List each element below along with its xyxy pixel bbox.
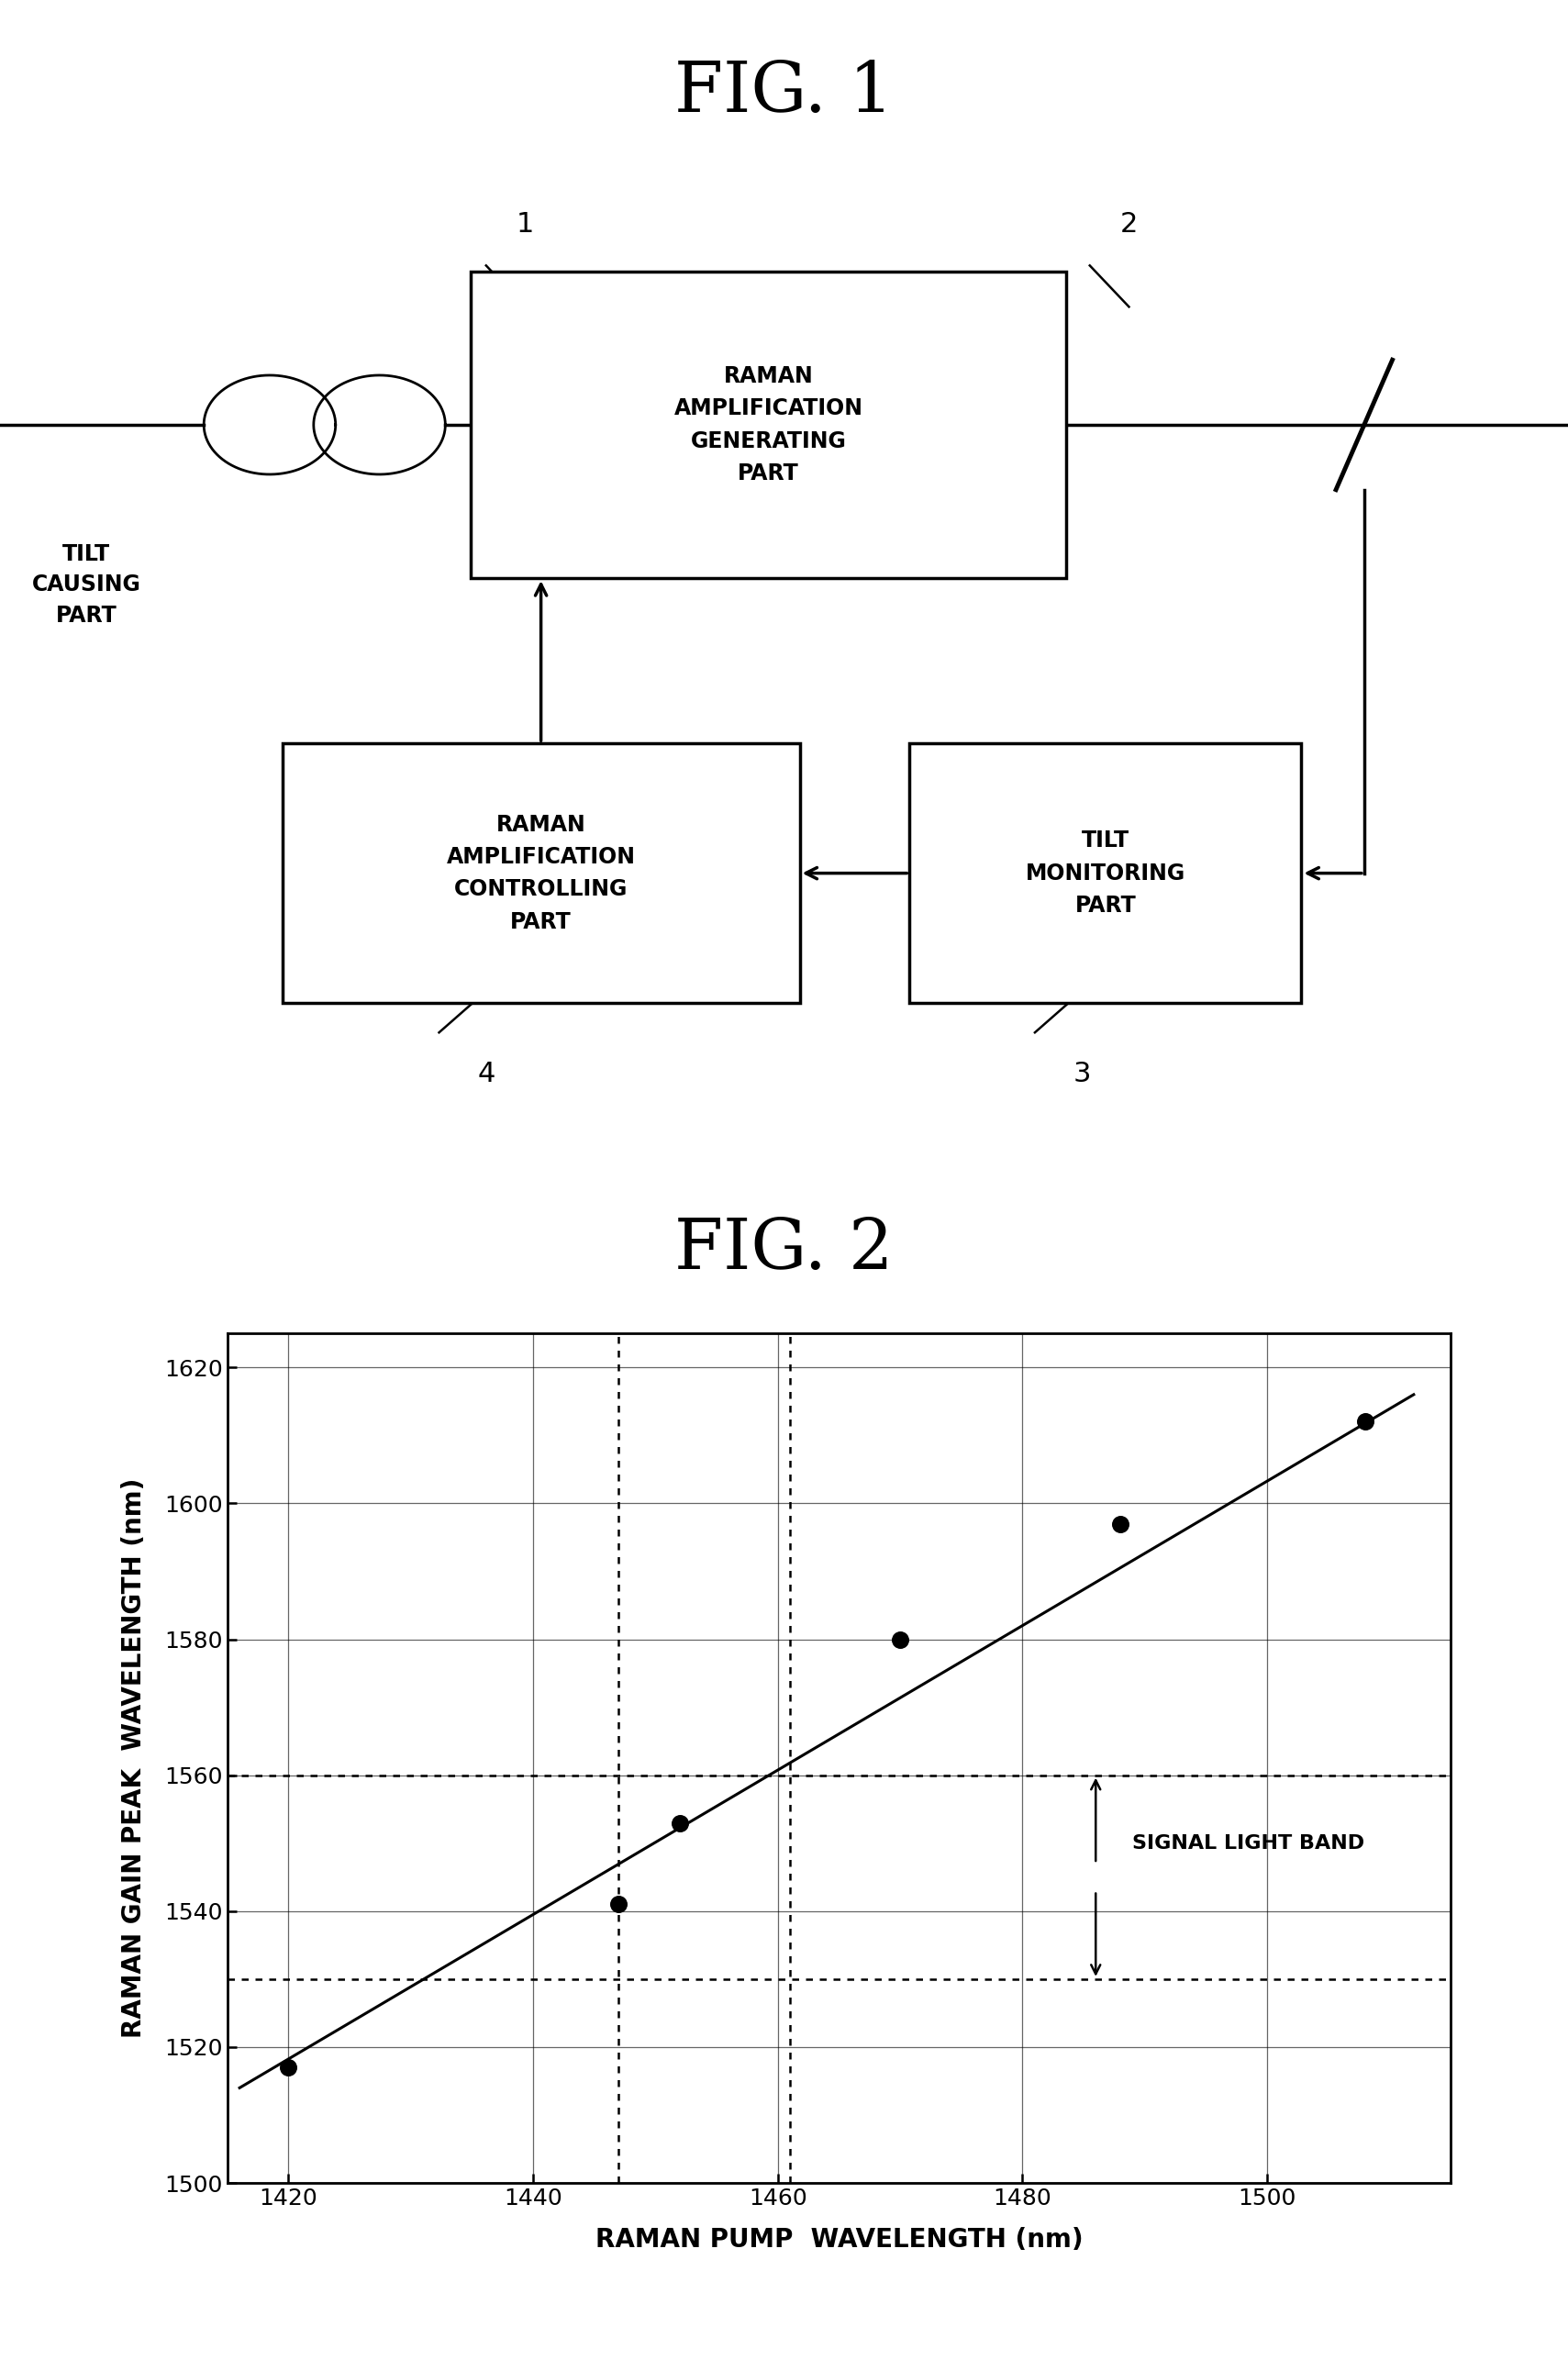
Text: FIG. 1: FIG. 1 (674, 59, 894, 127)
Point (276, 2048, 301, 2086)
Point (1107, 1506, 1132, 1543)
Text: RAMAN
AMPLIFICATION
GENERATING
PART: RAMAN AMPLIFICATION GENERATING PART (674, 366, 862, 484)
Text: 3: 3 (1073, 1060, 1091, 1088)
Text: 2: 2 (1120, 210, 1138, 238)
Point (607, 1886, 632, 1923)
Text: TILT
CAUSING
PART: TILT CAUSING PART (31, 543, 141, 625)
Text: 4: 4 (477, 1060, 495, 1088)
Point (1352, 1402, 1377, 1440)
Text: RAMAN
AMPLIFICATION
CONTROLLING
PART: RAMAN AMPLIFICATION CONTROLLING PART (447, 814, 635, 932)
Bar (909, 743, 1301, 1003)
Text: FIG. 2: FIG. 2 (674, 1215, 894, 1284)
Bar (470, 271, 1066, 578)
Text: 1: 1 (516, 210, 535, 238)
Text: SIGNAL LIGHT BAND: SIGNAL LIGHT BAND (1132, 1834, 1364, 1853)
X-axis label: RAMAN PUMP  WAVELENGTH (nm): RAMAN PUMP WAVELENGTH (nm) (594, 2228, 1083, 2254)
Y-axis label: RAMAN GAIN PEAK  WAVELENGTH (nm): RAMAN GAIN PEAK WAVELENGTH (nm) (121, 1477, 146, 2039)
Bar (282, 743, 800, 1003)
Point (668, 1803, 693, 1841)
Point (887, 1621, 913, 1659)
Text: TILT
MONITORING
PART: TILT MONITORING PART (1025, 831, 1185, 916)
